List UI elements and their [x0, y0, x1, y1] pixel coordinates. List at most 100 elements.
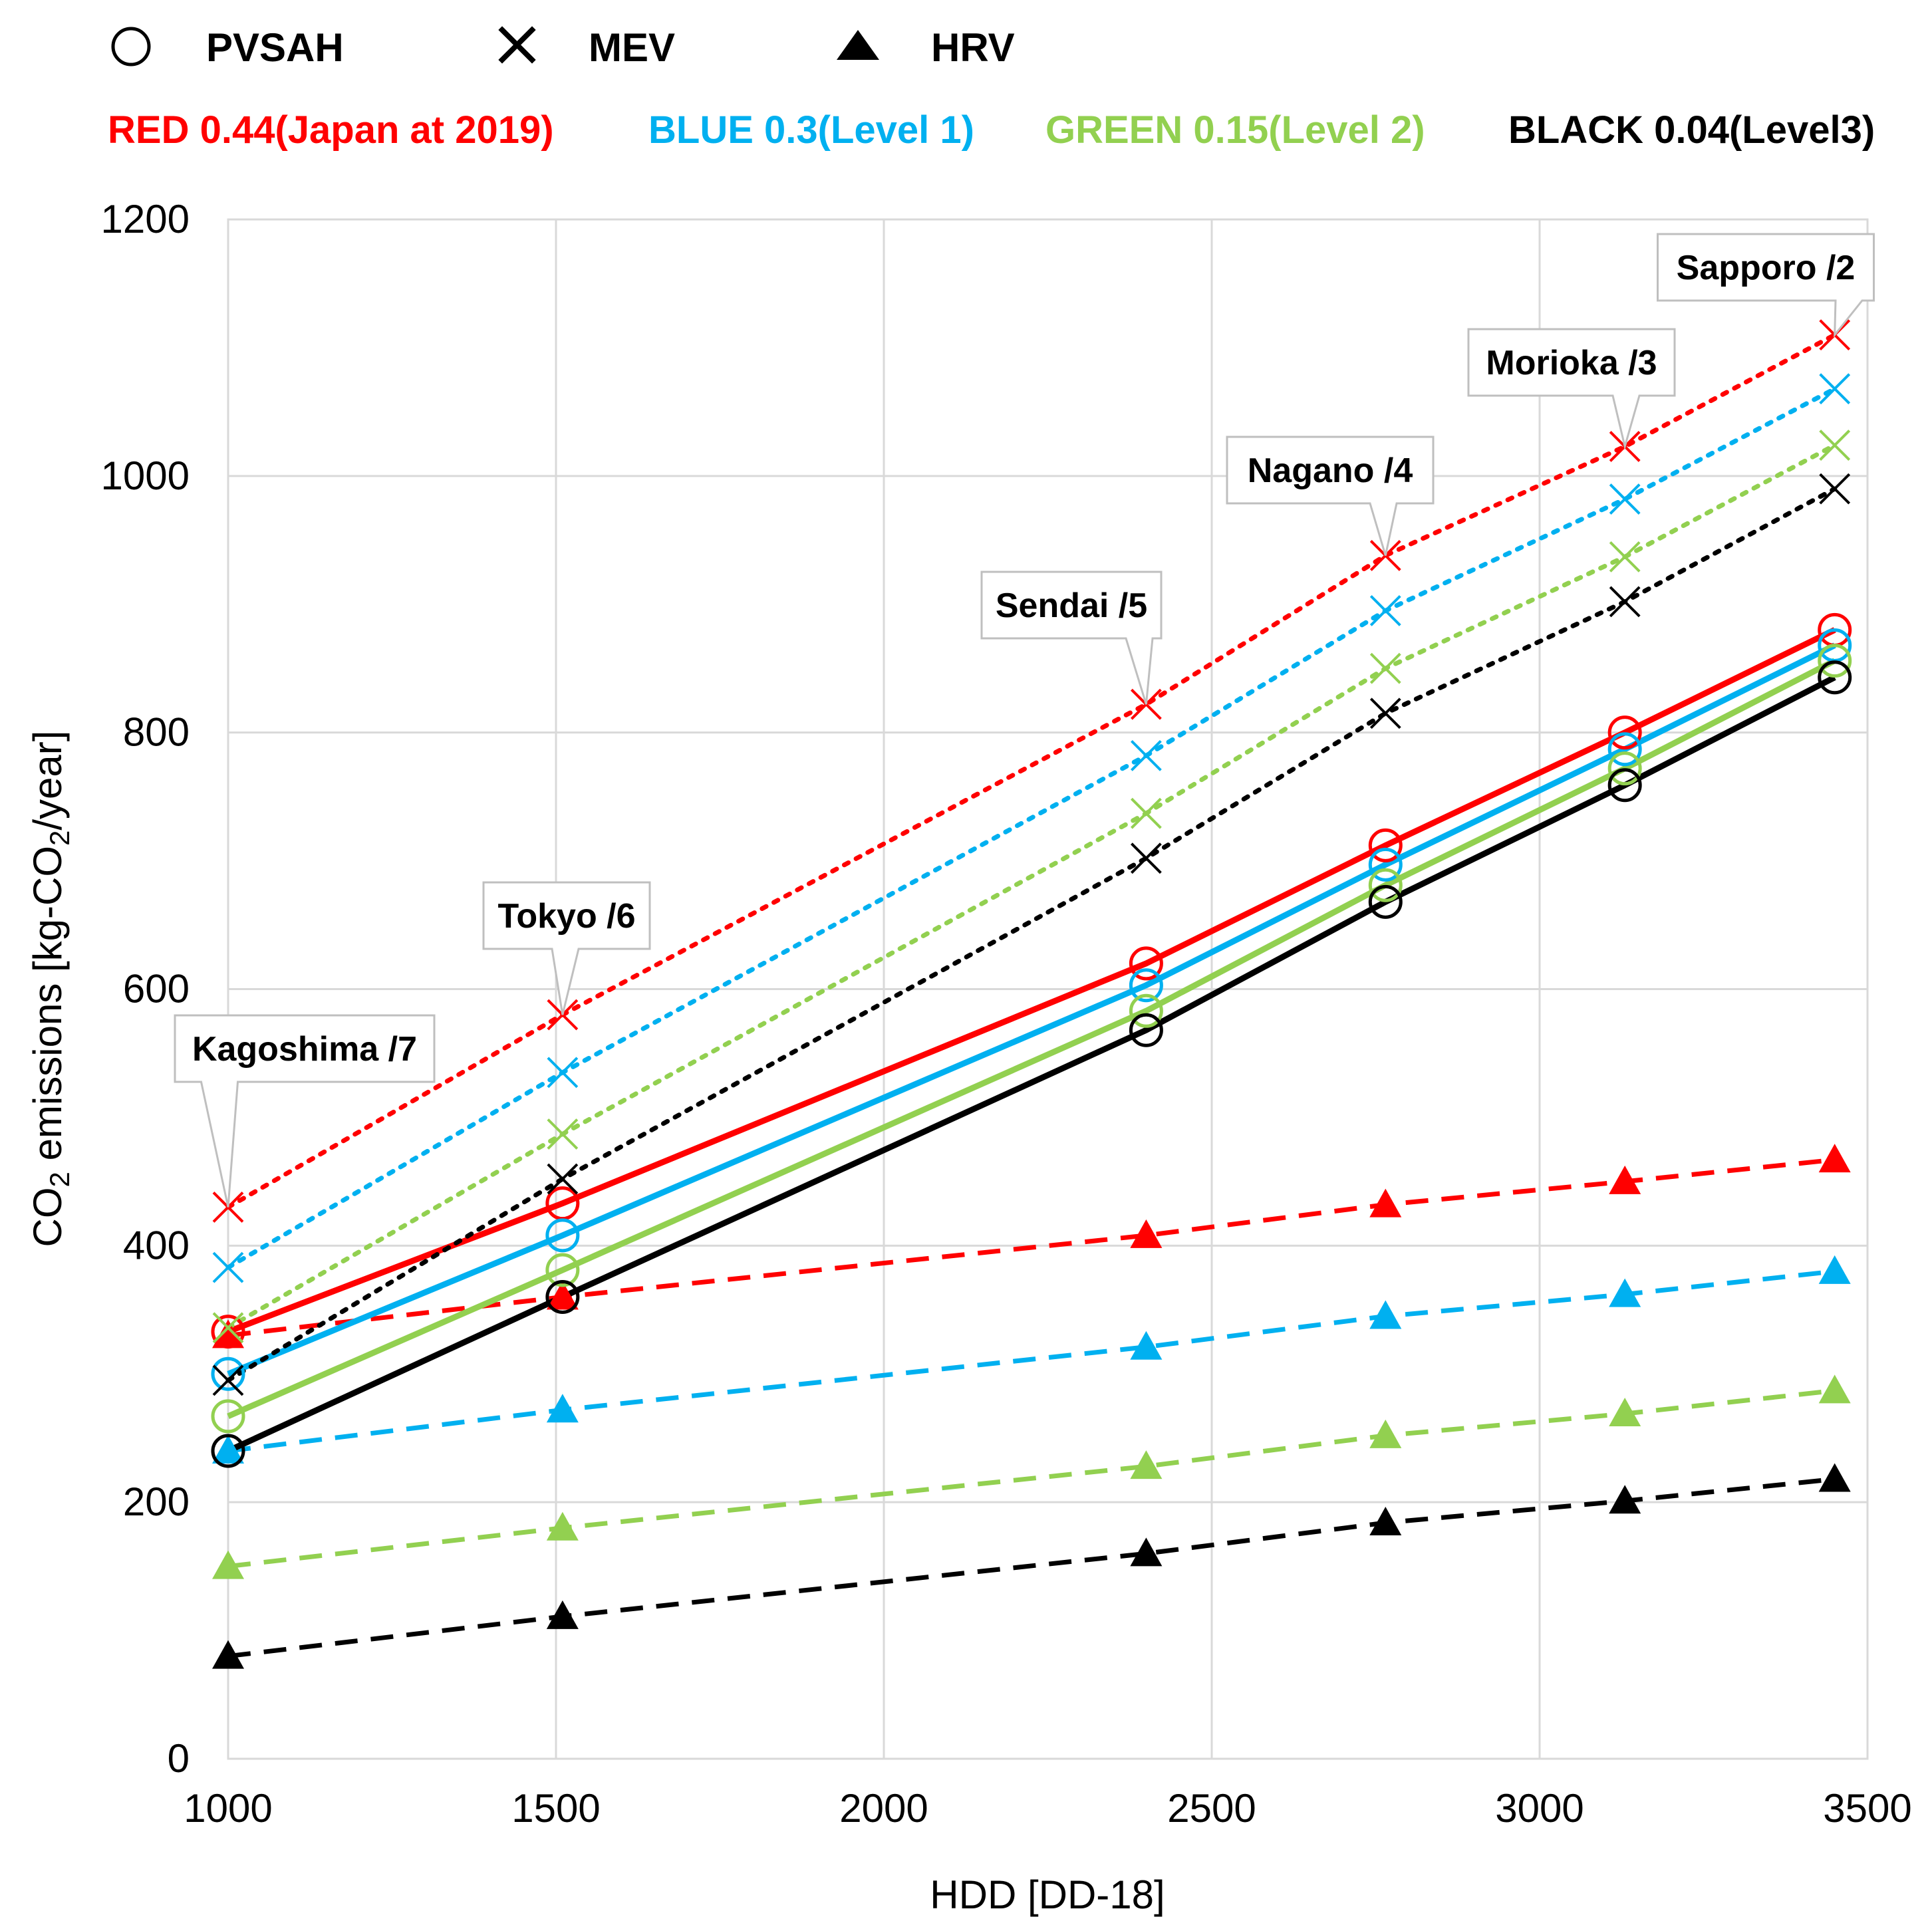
data-point-mev-green-0-15 — [547, 1118, 579, 1150]
data-point-hrv-black-0-04 — [546, 1600, 579, 1629]
series-line-mev-blue-0-3 — [225, 386, 1838, 1270]
data-point-hrv-blue-0-3 — [1609, 1278, 1641, 1307]
data-point-mev-black-0-04 — [212, 1364, 244, 1396]
data-point-hrv-black-0-04 — [1609, 1485, 1641, 1514]
data-point-hrv-black-0-04 — [1369, 1507, 1402, 1536]
data-point-hrv-red-0-44 — [1130, 1219, 1163, 1248]
y-title-part: /year] — [25, 731, 70, 831]
ef-label-green: GREEN 0.15(Level 2) — [1045, 108, 1425, 152]
data-point-hrv-black-0-04 — [1130, 1537, 1163, 1567]
ef-label-blue: BLUE 0.3(Level 1) — [648, 108, 974, 152]
city-callouts: Kagoshima /7 Tokyo /6 Sendai /5 Nagano /4 Mo… — [174, 233, 1875, 1208]
plot-area-border — [227, 218, 1869, 1760]
data-point-pvsah-blue-0-3 — [211, 1356, 245, 1391]
data-point-hrv-green-0-15 — [1130, 1450, 1163, 1479]
data-point-mev-green-0-15 — [1609, 541, 1641, 573]
data-point-pvsah-black-0-04 — [1129, 1013, 1163, 1047]
data-point-hrv-black-0-04 — [212, 1640, 244, 1669]
data-point-hrv-green-0-15 — [212, 1550, 244, 1579]
data-point-hrv-red-0-44 — [212, 1319, 244, 1348]
x-axis-title: HDD [DD-18] — [930, 1872, 1165, 1917]
callout-label: Sendai /5 — [996, 586, 1147, 625]
data-point-pvsah-black-0-04 — [211, 1434, 245, 1468]
data-point-pvsah-green-0-15 — [1368, 868, 1403, 902]
callout-box — [980, 571, 1163, 705]
ef-label-black: BLACK 0.04(Level3) — [1508, 108, 1875, 152]
series-line-pvsah-blue-0-3 — [227, 642, 1836, 1377]
data-point-pvsah-red-0-44 — [211, 1315, 245, 1349]
callout-label: Tokyo /6 — [497, 897, 635, 936]
y-tick-label: 800 — [123, 710, 190, 755]
legend-label-hrv: HRV — [931, 25, 1015, 70]
y-tick-label: 400 — [123, 1223, 190, 1267]
series-line-mev-black-0-04 — [225, 486, 1838, 1383]
data-point-pvsah-red-0-44 — [1129, 946, 1163, 981]
y-tick-label: 0 — [168, 1736, 190, 1781]
data-point-mev-blue-0-3 — [547, 1057, 579, 1089]
x-tick-label: 3000 — [1495, 1786, 1584, 1831]
data-point-pvsah-blue-0-3 — [1368, 847, 1403, 882]
data-point-mev-black-0-04 — [547, 1163, 579, 1195]
data-point-hrv-blue-0-3 — [1130, 1331, 1163, 1360]
data-point-mev-black-0-04 — [1819, 473, 1851, 505]
data-point-hrv-blue-0-3 — [1818, 1255, 1851, 1284]
data-point-hrv-red-0-44 — [1818, 1144, 1851, 1173]
data-point-mev-black-0-04 — [1609, 586, 1641, 618]
legend-triangle-marker — [837, 30, 879, 60]
callout-box — [1226, 436, 1435, 556]
series-line-hrv-green-0-15 — [227, 1388, 1836, 1569]
data-point-pvsah-red-0-44 — [1368, 828, 1403, 862]
data-point-hrv-green-0-15 — [1818, 1374, 1851, 1404]
data-point-hrv-blue-0-3 — [546, 1394, 579, 1423]
data-point-pvsah-green-0-15 — [545, 1253, 580, 1287]
x-tick-label: 2500 — [1167, 1786, 1256, 1831]
data-point-mev-blue-0-3 — [1609, 483, 1641, 515]
y-axis-ticks: 0 200 400 600 800 1000 1200 — [101, 197, 190, 1781]
data-point-pvsah-green-0-15 — [211, 1399, 245, 1434]
y-tick-label: 200 — [123, 1479, 190, 1524]
callout-label: Nagano /4 — [1248, 451, 1413, 490]
data-point-pvsah-blue-0-3 — [1129, 968, 1163, 1003]
series-line-hrv-black-0-04 — [227, 1476, 1836, 1659]
y-tick-label: 1200 — [101, 197, 190, 241]
data-point-mev-black-0-04 — [1130, 842, 1162, 874]
callout-box — [174, 1014, 436, 1208]
data-point-pvsah-green-0-15 — [1129, 993, 1163, 1028]
data-point-mev-blue-0-3 — [1130, 739, 1162, 771]
y-tick-label: 1000 — [101, 453, 190, 498]
series-line-hrv-blue-0-3 — [227, 1269, 1836, 1454]
series-line-pvsah-red-0-44 — [227, 627, 1836, 1335]
data-point-pvsah-green-0-15 — [1818, 644, 1852, 678]
data-point-pvsah-black-0-04 — [1368, 884, 1403, 919]
ef-label-red: RED 0.44(Japan at 2019) — [108, 108, 554, 152]
callout-box — [482, 881, 651, 1015]
legend-cross-marker — [498, 26, 536, 64]
data-point-hrv-red-0-44 — [546, 1281, 579, 1310]
data-point-mev-blue-0-3 — [1819, 373, 1851, 405]
x-tick-label: 1000 — [184, 1786, 272, 1831]
data-point-mev-blue-0-3 — [1369, 594, 1401, 626]
data-point-hrv-blue-0-3 — [212, 1435, 244, 1464]
data-point-mev-green-0-15 — [1130, 797, 1162, 829]
callout-label: Sapporo /2 — [1677, 249, 1856, 287]
legend-circle-marker — [111, 27, 151, 66]
data-point-pvsah-red-0-44 — [1607, 715, 1642, 750]
data-point-mev-blue-0-3 — [212, 1251, 244, 1283]
data-point-pvsah-green-0-15 — [1607, 751, 1642, 786]
systems-legend: PVSAH MEV HRV — [111, 25, 1015, 70]
data-point-mev-black-0-04 — [1369, 698, 1401, 729]
data-point-mev-green-0-15 — [212, 1312, 244, 1344]
callout-label: Kagoshima /7 — [192, 1030, 417, 1069]
series-lines — [225, 332, 1838, 1659]
callout-label: Morioka /3 — [1486, 344, 1657, 382]
data-point-hrv-blue-0-3 — [1369, 1300, 1402, 1329]
data-point-pvsah-blue-0-3 — [545, 1218, 580, 1253]
series-line-pvsah-black-0-04 — [227, 674, 1836, 1454]
x-tick-label: 1500 — [511, 1786, 600, 1831]
series-line-hrv-red-0-44 — [227, 1157, 1836, 1338]
x-axis-ticks: 1000 1500 2000 2500 3000 3500 — [184, 1786, 1911, 1831]
data-point-mev-green-0-15 — [1819, 430, 1851, 461]
data-point-pvsah-black-0-04 — [1607, 768, 1642, 803]
y-title-subscript: 2 — [44, 1172, 75, 1187]
